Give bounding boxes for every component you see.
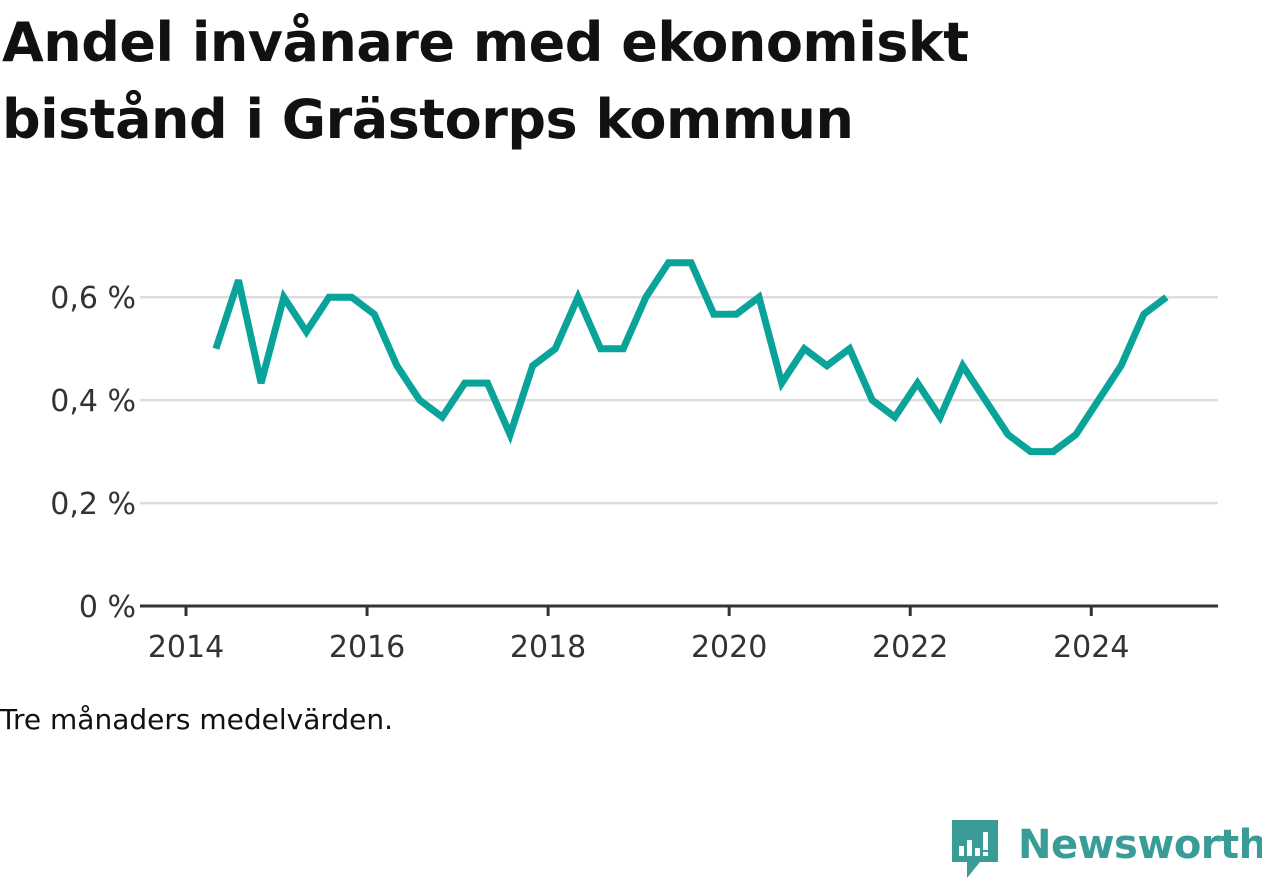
x-tick-label: 2018 — [510, 630, 586, 665]
brand-logo[interactable]: Newsworthy — [950, 818, 1262, 880]
line-chart: 0 %0,2 %0,4 %0,6 % 2014 2016 2018 2020 2022 2… — [50, 259, 1218, 665]
x-tick-label: 2020 — [691, 630, 767, 665]
series-line — [212, 259, 1169, 456]
y-tick-label: 0,2 % — [50, 487, 136, 522]
series-group — [212, 259, 1169, 456]
y-tick-label: 0,4 % — [50, 384, 136, 419]
x-tick-label: 2022 — [872, 630, 948, 665]
x-axis: 2014 2016 2018 2020 2022 2024 — [140, 604, 1218, 665]
y-tick-label: 0 % — [79, 590, 136, 625]
x-tick-label: 2014 — [148, 630, 224, 665]
x-tick-label: 2024 — [1053, 630, 1129, 665]
brand-name: Newsworthy — [1018, 822, 1262, 868]
newsworthy-logo-icon — [952, 820, 998, 878]
chart-note: Tre månaders medelvärden. — [0, 703, 394, 736]
grid-lines — [140, 295, 1218, 505]
chart-title: Andel invånare med ekonomiskt bistånd i … — [2, 11, 969, 151]
y-axis-labels: 0 % 0,2 % 0,4 % 0,6 % — [50, 281, 136, 625]
y-tick-label: 0,6 % — [50, 281, 136, 316]
x-tick-label: 2016 — [329, 630, 405, 665]
